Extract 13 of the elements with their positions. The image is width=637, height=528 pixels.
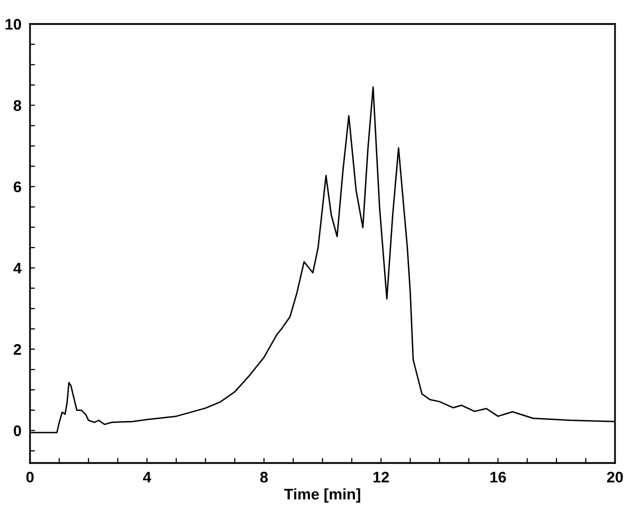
y-tick-label: 8 (14, 100, 22, 111)
y-tick-label: 6 (14, 181, 22, 192)
x-tick-label: 4 (142, 472, 152, 482)
x-tick-label: 0 (26, 472, 34, 483)
y-tick-label: 4 (13, 262, 22, 274)
y-tick-label: 10 (6, 18, 22, 30)
y-tick-label: 0 (14, 425, 22, 436)
x-tick-label: 12 (373, 472, 389, 482)
x-axis-title: Time [min] (284, 488, 360, 503)
x-tick-label: 16 (490, 472, 506, 483)
x-tick-label: 8 (260, 472, 268, 483)
x-tick-label: 20 (607, 472, 623, 483)
y-tick-label: 2 (14, 344, 22, 355)
